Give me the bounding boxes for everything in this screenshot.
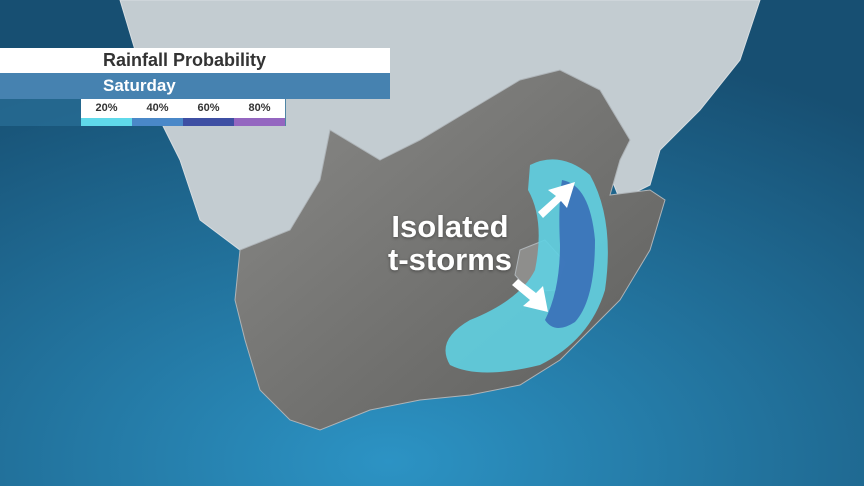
annotation-line-2: t-storms	[388, 242, 513, 277]
arrow-down-icon	[512, 279, 548, 312]
storm-annotation: Isolated t-storms	[388, 210, 512, 276]
annotation-line-1: Isolated	[391, 209, 509, 244]
legend-item-60: 60%	[183, 99, 234, 126]
arrow-up-icon	[538, 182, 575, 218]
legend: Rainfall Probability Saturday 20% 40% 60…	[0, 48, 390, 126]
legend-item-20: 20%	[81, 99, 132, 126]
rain-40pct	[545, 180, 595, 329]
legend-day: Saturday	[0, 73, 390, 99]
legend-scale: 20% 40% 60% 80%	[81, 99, 285, 126]
legend-title: Rainfall Probability	[0, 48, 390, 73]
legend-item-40: 40%	[132, 99, 183, 126]
legend-item-80: 80%	[234, 99, 285, 126]
